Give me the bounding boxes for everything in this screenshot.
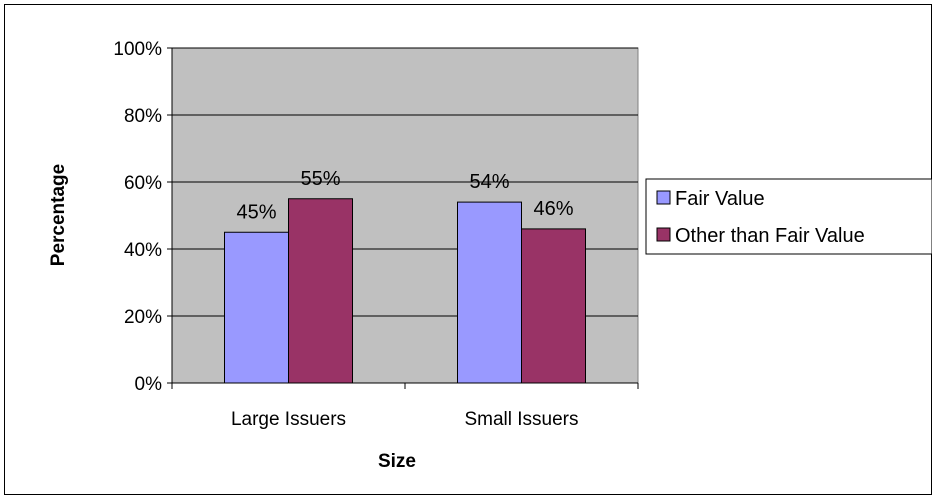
data-label: 45% bbox=[236, 201, 276, 223]
data-label: 54% bbox=[469, 171, 509, 193]
bar bbox=[224, 231, 289, 384]
y-tick-label: 60% bbox=[124, 173, 162, 194]
data-labels: 45% 55% 54% 46% bbox=[236, 168, 573, 224]
data-label: 46% bbox=[533, 198, 573, 220]
bar bbox=[288, 198, 353, 384]
y-axis: 0% 20% 40% 60% 80% 100% bbox=[113, 39, 173, 395]
y-axis-title: Percentage bbox=[48, 164, 69, 266]
x-axis: Large Issuers Small Issuers bbox=[171, 382, 639, 430]
y-tick-label: 100% bbox=[113, 39, 162, 60]
legend-label-other-than-fair-value: Other than Fair Value bbox=[675, 225, 865, 247]
bar bbox=[521, 228, 586, 384]
legend-swatch-other-than-fair-value bbox=[656, 227, 671, 242]
x-tick-label: Small Issuers bbox=[464, 409, 578, 430]
x-axis-title: Size bbox=[378, 451, 416, 472]
y-tick-label: 40% bbox=[124, 240, 162, 261]
y-tick-label: 80% bbox=[124, 106, 162, 127]
bars bbox=[224, 198, 586, 384]
legend-box bbox=[645, 178, 932, 255]
legend: Fair Value Other than Fair Value bbox=[645, 178, 932, 255]
x-tick-label: Large Issuers bbox=[231, 409, 346, 430]
legend-swatch-fair-value bbox=[656, 190, 671, 205]
legend-label-fair-value: Fair Value bbox=[675, 188, 765, 210]
y-tick-label: 0% bbox=[135, 374, 163, 395]
bar bbox=[457, 201, 522, 384]
data-label: 55% bbox=[300, 168, 340, 190]
y-tick-label: 20% bbox=[124, 307, 162, 328]
